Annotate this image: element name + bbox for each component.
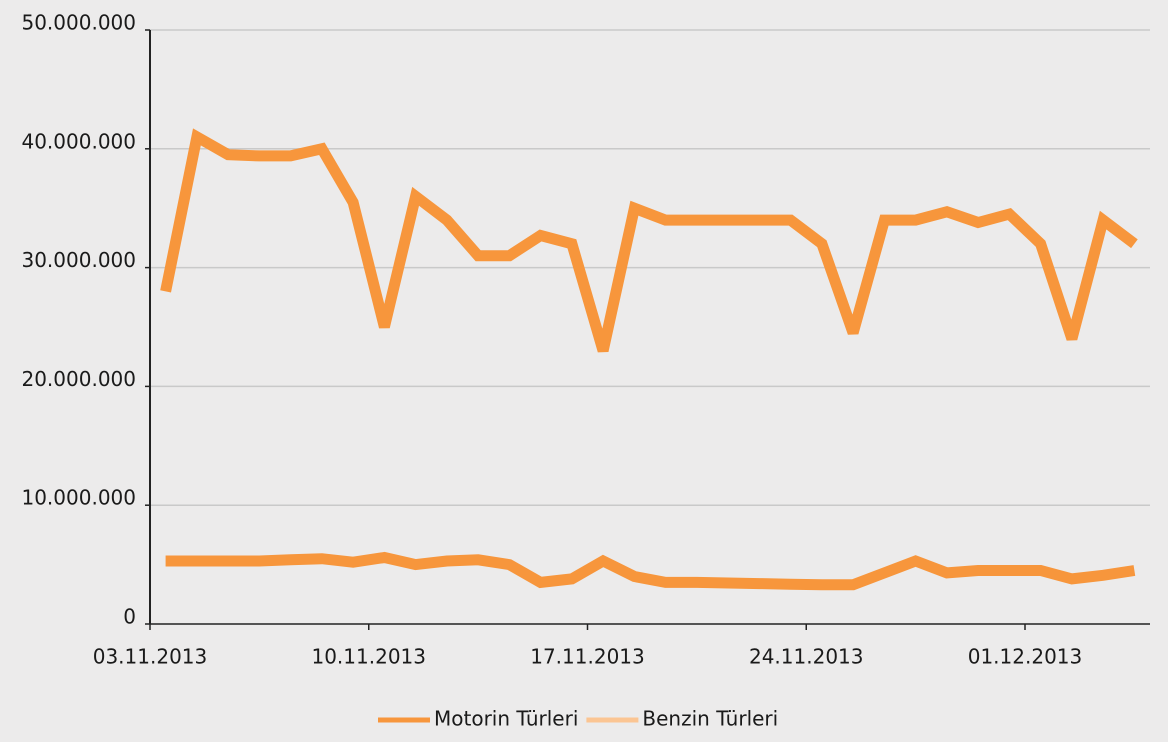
x-tick-label: 01.12.2013 <box>968 645 1083 669</box>
y-tick-label: 20.000.000 <box>21 367 136 391</box>
y-tick-label: 30.000.000 <box>21 248 136 272</box>
x-tick-label: 24.11.2013 <box>749 645 864 669</box>
y-tick-label: 50.000.000 <box>21 11 136 35</box>
y-tick-label: 0 <box>123 605 136 629</box>
x-tick-label: 10.11.2013 <box>311 645 426 669</box>
y-tick-label: 40.000.000 <box>21 129 136 153</box>
series-line <box>165 551 1136 591</box>
x-tick-label: 03.11.2013 <box>93 645 208 669</box>
legend-label: Benzin Türleri <box>642 707 778 731</box>
x-tick-label: 17.11.2013 <box>530 645 645 669</box>
legend-label: Motorin Türleri <box>434 707 578 731</box>
y-tick-label: 10.000.000 <box>21 486 136 510</box>
series-line <box>160 128 1138 353</box>
